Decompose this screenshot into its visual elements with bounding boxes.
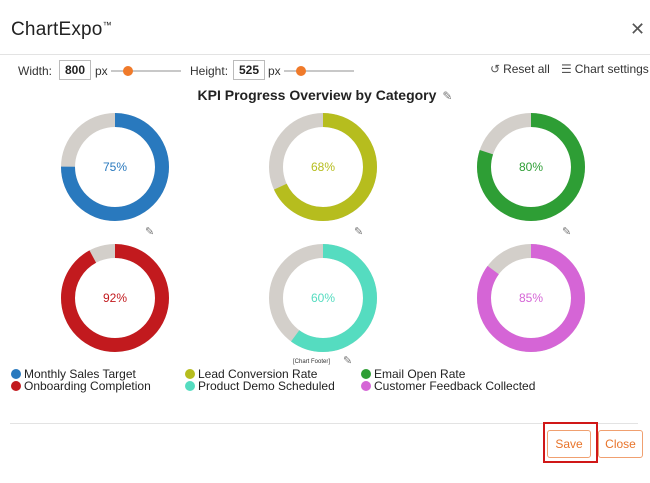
legend-label: Onboarding Completion <box>24 379 151 393</box>
legend-label: Customer Feedback Collected <box>374 379 536 393</box>
edit-pencil-icon[interactable]: ✎ <box>145 226 155 238</box>
app-title: ChartExpo™ <box>11 19 112 40</box>
chart-footer: [Chart Footer] <box>293 359 331 365</box>
legend-label: Monthly Sales Target <box>24 367 136 381</box>
width-input[interactable] <box>59 60 91 80</box>
legend-swatch <box>185 381 195 391</box>
close-icon[interactable]: ✕ <box>630 19 646 39</box>
donut-value-label: 60% <box>310 291 336 305</box>
donut-value-arc[interactable] <box>269 244 377 352</box>
height-slider[interactable] <box>284 65 354 77</box>
donut-chart <box>61 244 169 352</box>
donut-value-arc[interactable] <box>269 113 377 221</box>
edit-title-pencil-icon[interactable]: ✎ <box>442 89 453 103</box>
chart-title-wrap: KPI Progress Overview by Category ✎ <box>0 87 650 103</box>
donut-chart <box>477 113 585 221</box>
legend-item[interactable]: Lead Conversion Rate <box>185 367 317 381</box>
donut-value-label: 80% <box>518 160 544 174</box>
width-slider[interactable] <box>111 65 181 77</box>
donut-chart <box>269 113 377 221</box>
donut-value-label: 68% <box>310 160 336 174</box>
divider <box>10 423 638 424</box>
width-unit: px <box>95 64 108 78</box>
reset-all-button[interactable]: ↺ Reset all <box>490 62 550 76</box>
width-label: Width: <box>18 64 53 78</box>
legend-label: Product Demo Scheduled <box>198 379 335 393</box>
donut-value-label: 92% <box>102 291 128 305</box>
legend-item[interactable]: Email Open Rate <box>361 367 465 381</box>
legend-label: Lead Conversion Rate <box>198 367 318 381</box>
height-slider-thumb[interactable] <box>296 66 306 76</box>
width-slider-thumb[interactable] <box>123 66 133 76</box>
legend-item[interactable]: Customer Feedback Collected <box>361 379 535 393</box>
donut-chart <box>61 113 169 221</box>
chart-settings-button[interactable]: ☰ Chart settings <box>561 62 649 76</box>
donut-value-arc[interactable] <box>477 244 585 352</box>
donut-value-arc[interactable] <box>61 113 169 221</box>
donut-value-label: 85% <box>518 291 544 305</box>
legend-swatch <box>361 369 371 379</box>
height-label: Height: <box>190 64 229 78</box>
legend-swatch <box>11 369 21 379</box>
edit-pencil-icon[interactable]: ✎ <box>562 226 572 238</box>
legend-swatch <box>11 381 21 391</box>
legend-swatch <box>185 369 195 379</box>
legend-item[interactable]: Monthly Sales Target <box>11 367 136 381</box>
chart-title: KPI Progress Overview by Category <box>197 87 437 103</box>
donut-chart <box>477 244 585 352</box>
toolbar: Width: px Height: px ↺Reset all ☰Chart s… <box>0 58 650 84</box>
donut-value-label: 75% <box>102 160 128 174</box>
legend-label: Email Open Rate <box>374 367 466 381</box>
legend-item[interactable]: Product Demo Scheduled <box>185 379 335 393</box>
donut-value-arc[interactable] <box>61 244 169 352</box>
donut-chart <box>269 244 377 352</box>
undo-icon: ↺ <box>490 62 501 76</box>
save-highlight <box>543 422 598 463</box>
edit-footer-pencil-icon[interactable]: ✎ <box>343 355 353 367</box>
height-input[interactable] <box>233 60 265 80</box>
close-button[interactable]: Close <box>598 430 643 458</box>
legend-item[interactable]: Onboarding Completion <box>11 379 151 393</box>
dialog-header: ChartExpo™ ✕ <box>0 0 650 55</box>
sliders-icon: ☰ <box>561 62 572 76</box>
edit-pencil-icon[interactable]: ✎ <box>354 226 364 238</box>
save-button[interactable]: Save <box>547 430 591 458</box>
legend-swatch <box>361 381 371 391</box>
height-unit: px <box>268 64 281 78</box>
donut-value-arc[interactable] <box>477 113 585 221</box>
